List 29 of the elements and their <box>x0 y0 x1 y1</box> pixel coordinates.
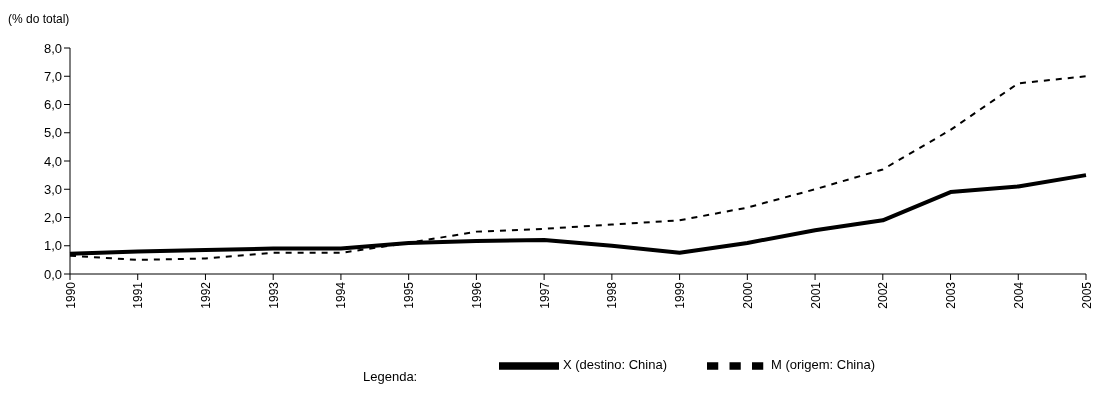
y-tick-label: 2,0 <box>43 210 62 226</box>
y-tick-label: 0,0 <box>43 266 62 282</box>
y-axis-title: (% do total) <box>8 11 71 28</box>
y-tick-label: 7,0 <box>43 68 62 84</box>
x-tick-label: 1993 <box>266 281 281 309</box>
x-tick-label: 2001 <box>808 281 823 309</box>
y-tick-label: 5,0 <box>43 125 62 141</box>
x-tick-label: 1994 <box>334 281 349 309</box>
x-tick-label: 1999 <box>673 281 688 309</box>
y-tick-label: 8,0 <box>43 40 62 56</box>
y-tick-label: 1,0 <box>43 238 62 254</box>
x-tick-label: 2003 <box>944 281 959 309</box>
x-tick-label: 1996 <box>469 281 484 309</box>
y-tick-label: 4,0 <box>43 153 62 169</box>
x-tick-label: 2005 <box>1079 281 1094 309</box>
x-tick-label: 1992 <box>198 281 213 309</box>
y-tick-label: 3,0 <box>43 181 62 197</box>
legend-label: M (origem: China) <box>771 357 876 373</box>
y-tick-label: 6,0 <box>43 97 62 113</box>
legend-title: Legenda: <box>363 369 418 384</box>
x-tick-label: 1997 <box>537 281 552 309</box>
x-tick-label: 2000 <box>740 281 755 309</box>
x-tick-label: 2002 <box>876 281 891 309</box>
x-tick-label: 1995 <box>402 281 417 309</box>
x-tick-label: 1990 <box>63 281 78 309</box>
legend-label: X (destino: China) <box>562 357 668 373</box>
x-tick-label: 1998 <box>605 281 620 309</box>
x-tick-label: 1991 <box>131 281 146 309</box>
x-tick-label: 2004 <box>1011 281 1026 309</box>
